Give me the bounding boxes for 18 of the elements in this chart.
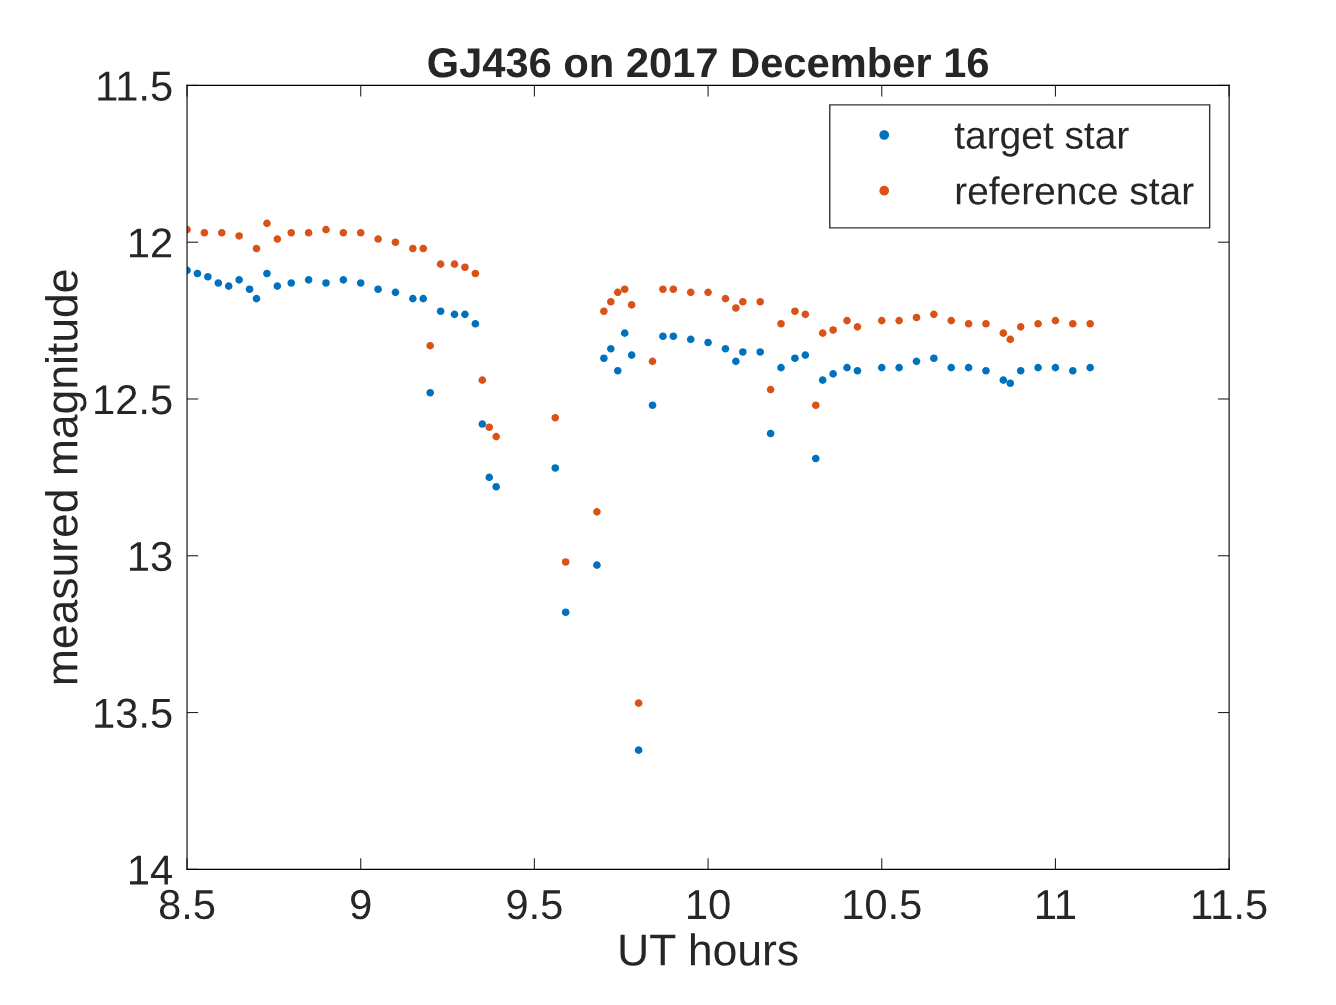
x-tick-label: 10.5 xyxy=(844,889,921,920)
y-tick-label: 13.5 xyxy=(95,698,172,729)
legend-label: target star xyxy=(954,123,1129,157)
y-tick-label: 13 xyxy=(129,541,172,572)
x-tick-label: 8.5 xyxy=(159,889,215,920)
x-tick-label: 9.5 xyxy=(507,889,562,920)
x-axis-title: UT hours xyxy=(620,933,798,966)
y-tick-label: 14 xyxy=(129,855,172,885)
y-axis-title: measured magnitude xyxy=(45,270,87,684)
x-tick-label: 11.5 xyxy=(1193,890,1267,920)
x-tick-label: 10 xyxy=(688,889,730,920)
y-tick-label: 12 xyxy=(129,228,172,258)
x-tick-label: 9 xyxy=(351,889,371,920)
y-tick-label: 12.5 xyxy=(95,384,172,415)
legend-label: reference star xyxy=(956,176,1194,205)
x-tick-label: 11 xyxy=(1036,890,1076,919)
y-tick-label: 11.5 xyxy=(98,71,172,101)
chart-title: GJ436 on 2017 December 16 xyxy=(428,46,989,78)
